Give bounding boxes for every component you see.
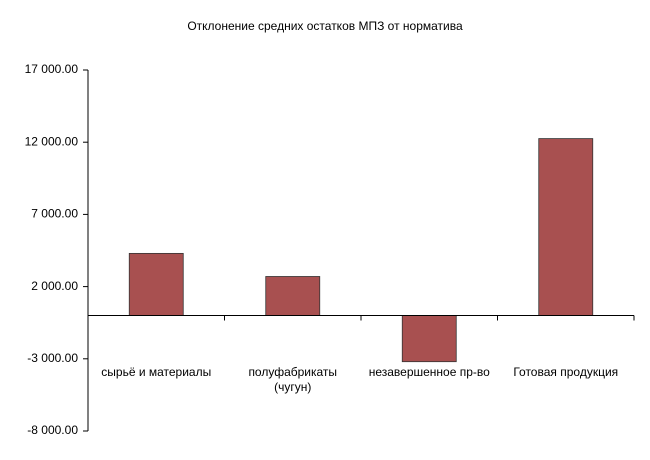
x-tick-label: сырьё и материалы <box>101 365 212 380</box>
x-tick-label: Готовая продукция <box>513 365 619 380</box>
chart-title: Отклонение средних остатков МПЗ от норма… <box>187 19 463 33</box>
bar <box>401 315 457 363</box>
x-tick-label: полуфабрикаты (чугун) <box>248 365 338 395</box>
y-tick-label: -3 000.00 <box>27 351 78 365</box>
y-tick-label: 12 000.00 <box>25 134 79 148</box>
y-tick-label: -8 000.00 <box>27 423 78 437</box>
x-tick-label: незавершенное пр-во <box>368 365 490 380</box>
y-tick-label: 17 000.00 <box>25 62 79 76</box>
y-tick-label: 7 000.00 <box>31 207 78 221</box>
bar <box>128 252 184 316</box>
bar <box>265 276 321 316</box>
bar <box>538 138 594 316</box>
y-tick-label: 2 000.00 <box>31 279 78 293</box>
